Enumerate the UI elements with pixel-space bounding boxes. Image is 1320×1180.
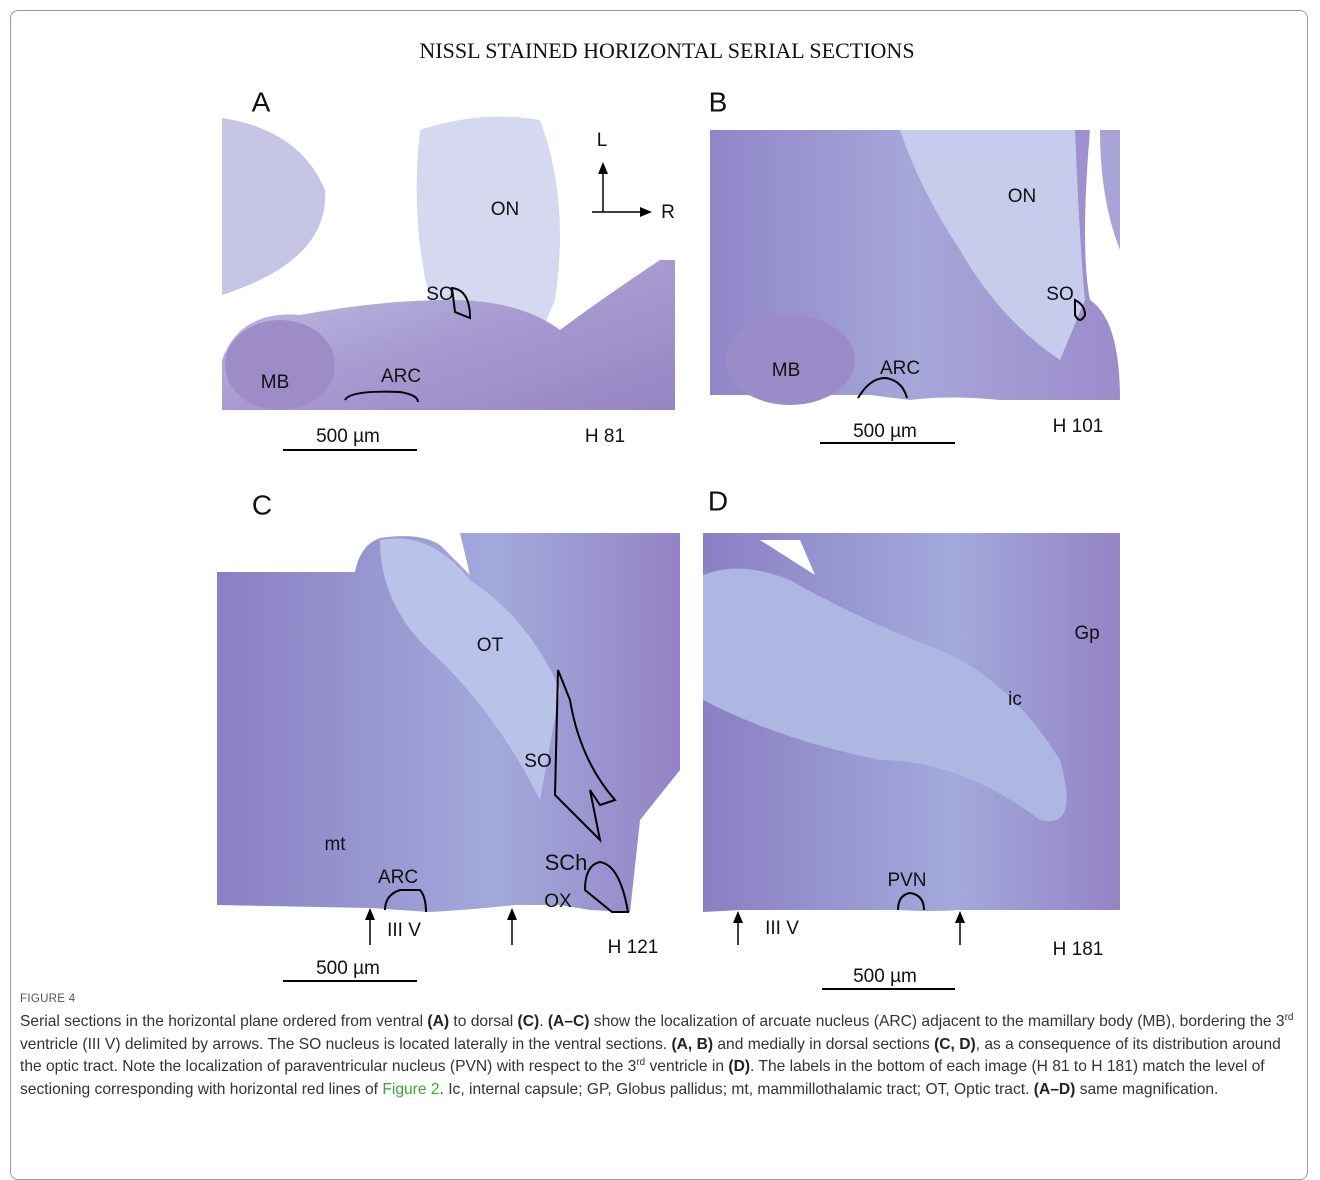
scale-label: 500 µm <box>853 421 917 442</box>
panel-d: D Gp ic PVN III V 500 µm H 181 <box>703 485 1120 989</box>
panel-letter: C <box>252 489 272 520</box>
scale-label: 500 µm <box>853 966 917 987</box>
caption-text: . <box>539 1013 548 1030</box>
orientation-label: R <box>661 202 675 223</box>
caption-ref: (C) <box>518 1013 540 1030</box>
caption-text: same magnification. <box>1075 1081 1218 1098</box>
panel-c: C OT SO mt ARC SCh OX III V 500 µm H 121 <box>217 489 680 981</box>
region-label: ON <box>1008 186 1037 207</box>
region-label: ON <box>491 199 520 220</box>
caption-ref: (A) <box>427 1013 449 1030</box>
figure-title: NISSL STAINED HORIZONTAL SERIAL SECTIONS <box>419 38 914 63</box>
scale-label: 500 µm <box>316 426 380 447</box>
page: NISSL STAINED HORIZONTAL SERIAL SECTIONS… <box>0 0 1320 1162</box>
region-label: III V <box>387 920 421 941</box>
level-label: H 101 <box>1053 416 1104 437</box>
level-label: H 121 <box>608 937 659 958</box>
arrowhead <box>598 162 608 174</box>
panel-a: A ON SO MB ARC L R 500 µm H 81 <box>222 86 675 450</box>
caption-ref: (A–C) <box>548 1013 590 1030</box>
caption-text: . Ic, internal capsule; GP, Globus palli… <box>440 1081 1034 1098</box>
panel-letter: B <box>709 86 728 117</box>
level-label: H 181 <box>1053 939 1104 960</box>
caption-text: to dorsal <box>449 1013 517 1030</box>
figure: NISSL STAINED HORIZONTAL SERIAL SECTIONS… <box>0 0 1320 990</box>
arrowhead <box>733 911 743 923</box>
region-label: ARC <box>378 867 418 888</box>
caption-text: show the localization of arcuate nucleus… <box>589 1013 1284 1030</box>
caption-superscript: rd <box>636 1057 645 1068</box>
caption-text: ventricle in <box>645 1058 728 1075</box>
level-label: H 81 <box>585 426 625 447</box>
arrowhead <box>365 908 375 920</box>
caption-ref: (C, D) <box>934 1036 976 1053</box>
figure-link[interactable]: Figure 2 <box>382 1081 439 1098</box>
tissue <box>225 320 335 410</box>
panel-letter: D <box>708 485 728 516</box>
region-label: SO <box>1046 284 1073 305</box>
region-label: ARC <box>381 366 421 387</box>
region-label: SCh <box>545 850 588 875</box>
region-label: OX <box>544 891 572 912</box>
caption-text: Serial sections in the horizontal plane … <box>20 1013 427 1030</box>
caption-ref: (A, B) <box>671 1036 713 1053</box>
region-label: mt <box>324 834 346 855</box>
region-label: ic <box>1008 689 1022 710</box>
figure-caption: Serial sections in the horizontal plane … <box>20 1011 1300 1101</box>
region-label: PVN <box>887 870 926 891</box>
region-label: Gp <box>1074 623 1099 644</box>
region-label: MB <box>772 360 801 381</box>
tissue <box>222 118 325 295</box>
region-label: ARC <box>880 358 920 379</box>
figure-label: FIGURE 4 <box>20 993 75 1005</box>
region-label: MB <box>261 372 290 393</box>
region-label: OT <box>477 635 504 656</box>
caption-text: ventricle (III V) delimited by arrows. T… <box>20 1036 671 1053</box>
tissue <box>1100 130 1120 250</box>
arrowhead <box>955 911 965 923</box>
scale-label: 500 µm <box>316 958 380 979</box>
arrowhead <box>507 908 517 920</box>
caption-ref: (D) <box>728 1058 750 1075</box>
caption-ref: (A–D) <box>1034 1081 1076 1098</box>
region-label: SO <box>426 284 453 305</box>
orientation-label: L <box>597 130 608 151</box>
caption-superscript: rd <box>1285 1012 1294 1023</box>
caption-text: and medially in dorsal sections <box>713 1036 934 1053</box>
panel-b: B ON SO MB ARC 500 µm H 101 <box>709 86 1120 443</box>
panel-letter: A <box>252 86 271 117</box>
region-label: SO <box>524 751 551 772</box>
arrowhead <box>640 207 652 217</box>
region-label: III V <box>765 918 799 939</box>
